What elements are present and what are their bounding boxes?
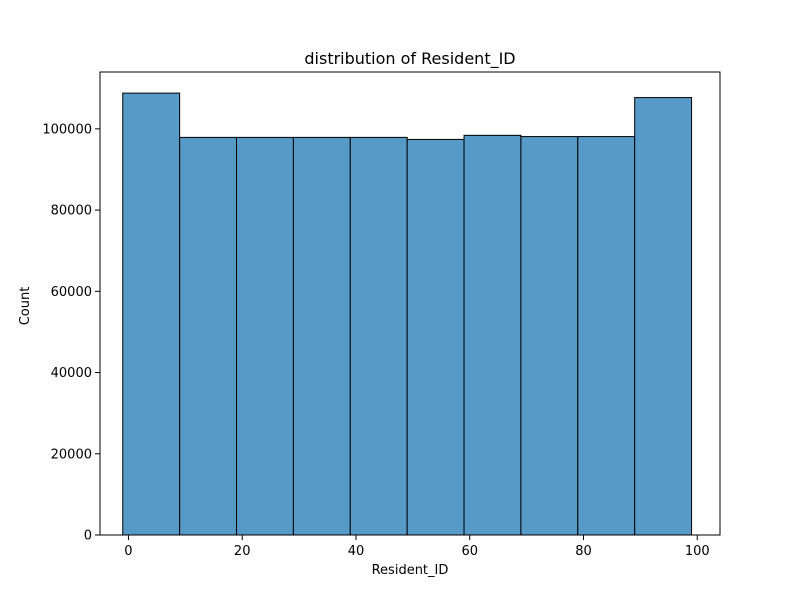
y-tick-label: 0 bbox=[84, 529, 92, 544]
histogram-bar-9 bbox=[577, 136, 636, 536]
histogram-bar-8 bbox=[520, 136, 579, 536]
x-tick-label: 80 bbox=[575, 544, 592, 559]
y-axis-ticks: 0 20000 40000 60000 80000 100000 bbox=[42, 122, 100, 544]
y-axis-label: Count bbox=[18, 287, 33, 326]
y-tick-label: 100000 bbox=[42, 122, 92, 137]
y-tick-label: 40000 bbox=[51, 366, 92, 381]
histogram-bar-3 bbox=[236, 136, 294, 536]
x-tick-label: 100 bbox=[685, 544, 710, 559]
plot-frame bbox=[99, 71, 721, 536]
histogram-bar-2 bbox=[179, 136, 238, 536]
bars-group bbox=[122, 92, 693, 536]
chart-title: distribution of Resident_ID bbox=[304, 49, 515, 69]
x-axis-label: Resident_ID bbox=[372, 563, 449, 578]
x-axis-ticks: 0 20 40 60 80 100 bbox=[124, 535, 710, 559]
histogram-bar-6 bbox=[406, 138, 465, 536]
y-tick-label: 20000 bbox=[51, 447, 92, 462]
histogram-bar-4 bbox=[292, 136, 351, 536]
x-tick-label: 40 bbox=[348, 544, 365, 559]
x-tick-label: 0 bbox=[124, 544, 132, 559]
histogram-bar-10 bbox=[634, 97, 693, 536]
histogram-bar-7 bbox=[463, 134, 522, 536]
y-tick-label: 60000 bbox=[51, 285, 92, 300]
histogram-bar-5 bbox=[349, 136, 408, 536]
x-tick-label: 20 bbox=[234, 544, 251, 559]
x-tick-label: 60 bbox=[461, 544, 478, 559]
histogram-bar-1 bbox=[122, 92, 181, 536]
y-tick-label: 80000 bbox=[51, 204, 92, 219]
